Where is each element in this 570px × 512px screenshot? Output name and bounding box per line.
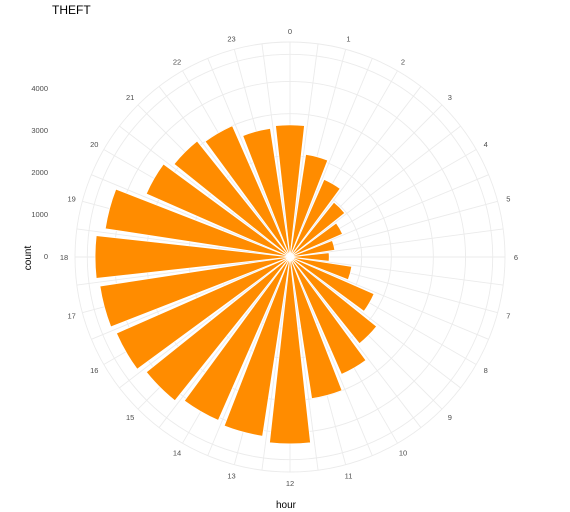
- bar-hour-3: [289, 201, 346, 258]
- hour-label: 9: [448, 413, 452, 422]
- hour-label: 13: [227, 471, 235, 480]
- hour-label: 6: [514, 253, 518, 262]
- bar-hour-23: [242, 127, 291, 258]
- bar-hour-1: [289, 153, 329, 258]
- hour-label: 3: [448, 93, 452, 102]
- hour-label: 14: [173, 449, 181, 458]
- bar-hour-0: [275, 124, 305, 258]
- hour-label: 8: [484, 366, 488, 375]
- y-axis-title: count: [23, 246, 34, 271]
- bar-hour-16: [115, 256, 291, 370]
- hour-label: 2: [401, 57, 405, 66]
- hour-label: 20: [90, 140, 98, 149]
- grid-spoke: [119, 256, 291, 389]
- grid-spoke: [261, 256, 291, 471]
- hour-label: 7: [506, 311, 510, 320]
- bar-hour-15: [145, 256, 291, 402]
- hour-label: 23: [227, 35, 235, 44]
- bar-hour-21: [173, 140, 291, 258]
- grid-spoke: [289, 228, 504, 258]
- bar-hour-6: [289, 252, 330, 262]
- hour-label: 11: [345, 471, 353, 480]
- hour-label: 17: [68, 311, 76, 320]
- y-tick-label: 3000: [31, 126, 48, 135]
- bar-hour-19: [104, 188, 291, 258]
- grid-spoke: [289, 256, 373, 456]
- hour-label: 5: [506, 195, 510, 204]
- bar-hour-17: [99, 256, 291, 328]
- grid-spoke: [119, 125, 291, 258]
- grid-spoke: [289, 58, 373, 258]
- hour-label: 18: [60, 253, 68, 262]
- grid-spoke: [289, 256, 461, 389]
- hour-label: 16: [90, 366, 98, 375]
- y-tick-label: 0: [44, 252, 48, 261]
- bars: [94, 124, 378, 445]
- chart-title: THEFT: [52, 3, 91, 17]
- x-axis-title: hour: [276, 500, 297, 511]
- bar-hour-20: [145, 163, 291, 258]
- bar-hour-14: [183, 256, 291, 421]
- hour-label: 15: [126, 413, 134, 422]
- grid-spoke: [261, 43, 291, 258]
- hour-label: 19: [68, 195, 76, 204]
- hour-label: 21: [126, 93, 134, 102]
- hour-label: 4: [484, 140, 488, 149]
- bar-hour-18: [94, 235, 291, 279]
- grid-spoke: [289, 256, 489, 340]
- bar-hour-13: [223, 256, 291, 437]
- y-tick-labels: 0 1000 2000 3000 4000: [31, 84, 48, 261]
- grid-spoke: [289, 256, 319, 471]
- grid-spoke: [91, 256, 291, 340]
- bar-hour-7: [289, 256, 353, 281]
- y-tick-label: 2000: [31, 168, 48, 177]
- grid-spoke: [289, 256, 504, 286]
- bar-hour-11: [289, 256, 343, 400]
- hour-label: 1: [346, 35, 350, 44]
- y-tick-label: 1000: [31, 210, 48, 219]
- bar-hour-5: [289, 240, 336, 258]
- bar-hour-8: [289, 256, 375, 312]
- bar-hour-12: [269, 256, 311, 445]
- hour-label: 22: [173, 57, 181, 66]
- bar-hour-22: [204, 125, 291, 258]
- bar-hour-2: [289, 178, 341, 258]
- grid-spoke: [289, 43, 319, 258]
- grid-spoke: [207, 58, 291, 258]
- grid-spoke: [91, 174, 291, 258]
- bar-hour-4: [289, 222, 344, 258]
- grid-spoke: [289, 174, 489, 258]
- grid-spoke: [76, 228, 291, 258]
- grid-spoke: [76, 256, 291, 286]
- grid-spoke: [289, 125, 461, 258]
- hour-label: 12: [286, 479, 294, 488]
- hour-label: 0: [288, 27, 292, 36]
- grid-spoke: [289, 86, 422, 258]
- bar-hour-10: [289, 256, 367, 375]
- bar-hour-9: [289, 256, 378, 345]
- y-tick-label: 4000: [31, 84, 48, 93]
- hour-label: 10: [399, 449, 407, 458]
- grid-spoke: [289, 256, 422, 428]
- grid-spoke: [158, 256, 291, 428]
- grid-spoke: [207, 256, 291, 456]
- grid-spoke: [158, 86, 291, 258]
